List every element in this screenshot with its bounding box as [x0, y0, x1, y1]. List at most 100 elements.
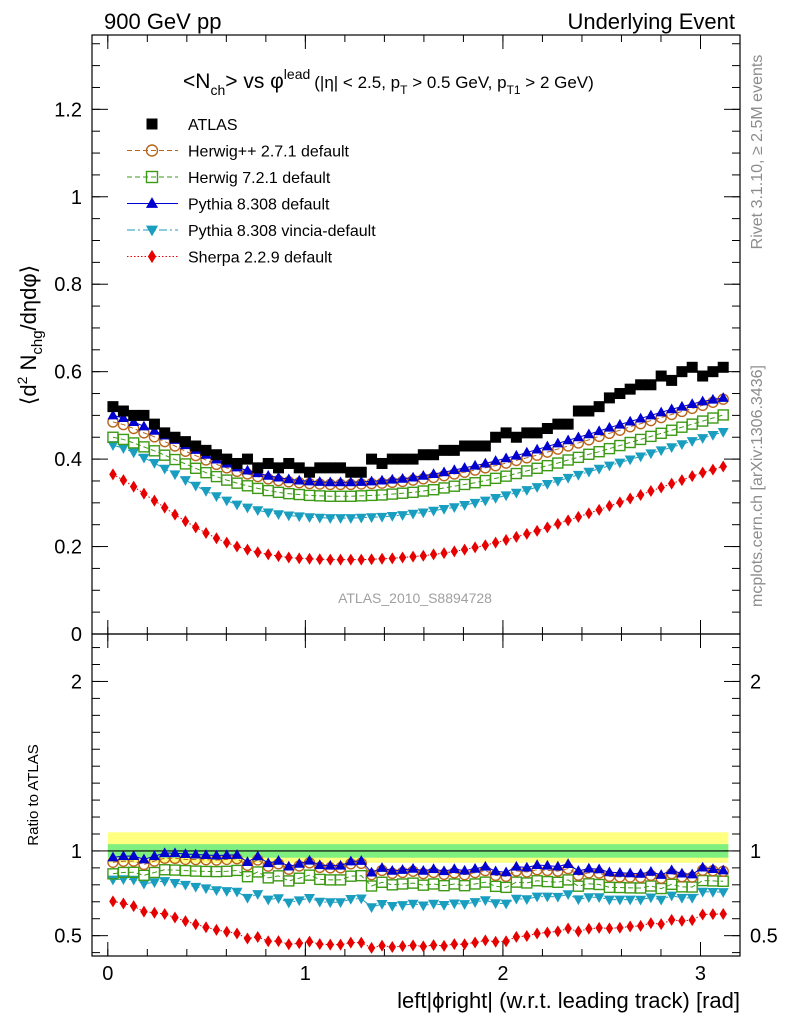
data-point — [500, 427, 512, 439]
ratio-point — [438, 865, 450, 876]
ratio-point — [676, 893, 688, 904]
data-point — [479, 474, 492, 487]
data-point — [293, 512, 305, 523]
ratio-point — [148, 850, 160, 861]
data-point — [138, 453, 150, 464]
ratio-point — [458, 879, 471, 892]
ratio-frame — [91, 633, 741, 957]
ratio-point — [376, 862, 388, 872]
ratio-point — [386, 865, 398, 875]
legend-label: Herwig 7.2.1 default — [188, 170, 331, 187]
data-point — [469, 459, 481, 470]
ratio-point — [593, 863, 605, 874]
data-point — [397, 511, 409, 521]
ratio-point — [254, 931, 262, 944]
ratio-point — [450, 938, 459, 951]
ratio-point — [262, 895, 274, 906]
data-point — [624, 415, 636, 426]
data-point — [285, 551, 293, 564]
data-point — [272, 510, 284, 520]
data-point — [572, 405, 584, 417]
data-point — [719, 460, 727, 473]
data-point — [316, 553, 324, 566]
ratio-point — [231, 887, 243, 898]
ratio-point — [347, 936, 355, 949]
ratio-point — [574, 925, 583, 938]
data-point — [562, 473, 574, 484]
data-point — [386, 511, 398, 522]
data-point — [469, 498, 481, 509]
data-point — [355, 466, 367, 478]
data-point — [376, 457, 388, 469]
ratio-point — [233, 927, 241, 940]
ratio-point — [459, 900, 471, 910]
ratio-point — [366, 866, 378, 877]
ratio-point — [376, 899, 388, 910]
ratio-point — [481, 934, 490, 947]
data-point — [274, 550, 283, 563]
data-point — [386, 473, 398, 484]
header-left: 900 GeV pp — [104, 9, 221, 34]
ratio-point — [388, 941, 397, 954]
y-tick-label: 0 — [71, 624, 82, 646]
data-point — [366, 475, 378, 486]
ratio-point — [583, 862, 595, 873]
data-point — [171, 508, 179, 521]
data-point — [635, 379, 647, 391]
data-point — [283, 511, 295, 522]
data-point — [169, 470, 181, 481]
data-point — [231, 500, 243, 511]
data-point — [655, 370, 667, 382]
ratio-point — [717, 864, 729, 875]
ratio-point — [285, 938, 293, 951]
data-point — [635, 452, 647, 463]
ratio-point — [603, 895, 615, 906]
data-point — [438, 482, 450, 494]
legend-marker — [145, 144, 159, 157]
data-point — [481, 539, 490, 552]
ratio-point — [171, 911, 179, 924]
ratio-point — [117, 875, 129, 885]
y-tick-label: 2 — [71, 671, 82, 693]
ratio-point — [398, 940, 407, 953]
ratio-point — [305, 935, 314, 948]
ratio-point — [459, 864, 471, 875]
ratio-point — [448, 899, 460, 910]
data-point — [417, 508, 429, 519]
ratio-point — [128, 875, 140, 886]
ratio-point — [407, 862, 419, 873]
ratio-point — [523, 930, 531, 943]
data-point — [624, 383, 636, 395]
data-point — [367, 553, 376, 566]
data-point — [376, 512, 388, 523]
legend-marker — [145, 225, 159, 237]
data-point — [614, 388, 626, 400]
ratio-series-sherpa-2-2-9-default — [109, 895, 727, 954]
data-point — [552, 437, 564, 448]
data-point — [500, 491, 512, 502]
ratio-point — [709, 908, 717, 921]
data-point — [428, 468, 440, 478]
ratio-point — [386, 902, 398, 912]
ratio-point — [231, 849, 243, 859]
ratio-point — [355, 855, 367, 865]
data-point — [210, 470, 223, 483]
x-tick-label: 0 — [102, 963, 113, 985]
data-point — [283, 457, 295, 469]
ratio-point — [479, 896, 491, 906]
ratio-point — [624, 867, 636, 878]
data-point — [212, 532, 221, 545]
ratio-point — [252, 890, 264, 900]
data-point — [347, 553, 355, 566]
ratio-point — [241, 856, 253, 866]
data-point — [117, 444, 129, 454]
ratio-point — [212, 923, 221, 936]
x-tick-label: 3 — [695, 963, 706, 985]
ratio-point — [159, 847, 171, 858]
ratio-point — [531, 859, 543, 869]
ratio-point — [554, 925, 562, 938]
data-point — [636, 488, 645, 501]
ratio-point — [221, 849, 233, 860]
ratio-point — [148, 878, 160, 889]
